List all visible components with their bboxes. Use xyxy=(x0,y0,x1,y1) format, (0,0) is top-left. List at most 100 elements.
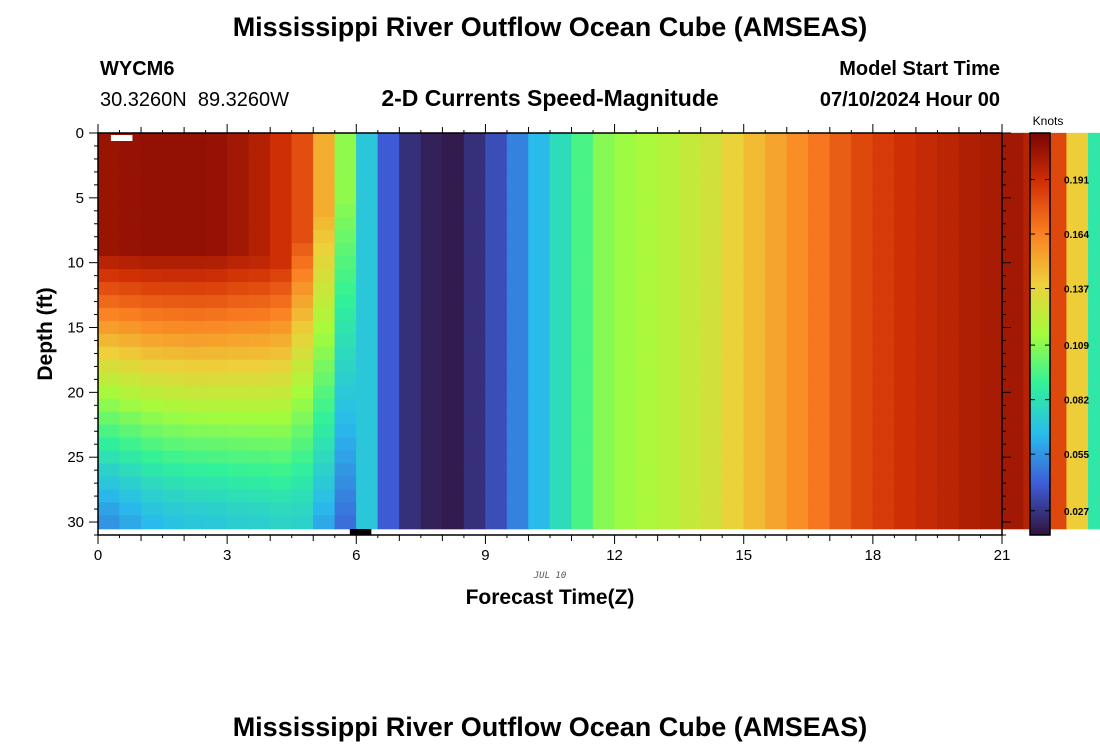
heatmap-cell xyxy=(1087,515,1100,530)
heatmap-cell xyxy=(162,333,185,348)
heatmap-cell xyxy=(356,139,379,154)
heatmap-cell xyxy=(399,165,422,180)
heatmap-cell xyxy=(743,204,766,219)
heatmap-cell xyxy=(592,243,616,257)
heatmap-cell xyxy=(119,152,142,167)
heatmap-cell xyxy=(700,346,723,361)
heatmap-cell xyxy=(549,385,573,400)
heatmap-cell xyxy=(485,281,508,296)
heatmap-cell xyxy=(140,320,164,335)
heatmap-cell xyxy=(226,217,250,232)
heatmap-cell xyxy=(894,515,917,530)
heatmap-cell xyxy=(657,424,680,439)
heatmap-cell xyxy=(399,424,422,439)
heatmap-cell xyxy=(937,307,960,322)
heatmap-cell xyxy=(592,372,616,387)
heatmap-cell xyxy=(1066,463,1089,478)
heatmap-cell xyxy=(808,437,831,452)
heatmap-cell xyxy=(872,230,896,244)
heatmap-cell xyxy=(226,165,250,180)
heatmap-cell xyxy=(657,320,680,335)
heatmap-cell xyxy=(420,152,444,167)
heatmap-cell xyxy=(915,320,939,335)
heatmap-cell xyxy=(377,178,401,193)
heatmap-cell xyxy=(399,411,422,426)
heatmap-cell xyxy=(377,359,401,374)
heatmap-cell xyxy=(872,450,896,465)
heatmap-cell xyxy=(291,320,314,335)
heatmap-cell xyxy=(657,269,680,283)
heatmap-cell xyxy=(506,307,530,322)
heatmap-cell xyxy=(549,294,573,309)
heatmap-cell xyxy=(657,139,680,154)
heatmap-cell xyxy=(700,372,723,387)
heatmap-cell xyxy=(657,463,680,478)
heatmap-cell xyxy=(162,243,185,257)
heatmap-cell xyxy=(786,411,810,426)
heatmap-cell xyxy=(506,372,530,387)
heatmap-cell xyxy=(528,178,551,193)
heatmap-cell xyxy=(248,139,271,154)
heatmap-cell xyxy=(894,437,917,452)
heatmap-cell xyxy=(635,372,659,387)
x-tick-label: 12 xyxy=(606,547,623,564)
heatmap-cell xyxy=(937,476,960,491)
heatmap-cell xyxy=(765,191,788,206)
heatmap-cell xyxy=(506,502,530,517)
heatmap-cell xyxy=(356,132,379,141)
heatmap-cell xyxy=(722,204,745,219)
heatmap-cell xyxy=(829,178,853,193)
heatmap-cell xyxy=(377,243,401,257)
surface-marker xyxy=(110,135,133,141)
heatmap-cell xyxy=(808,424,831,439)
heatmap-cell xyxy=(183,139,207,154)
heatmap-cell xyxy=(162,424,185,439)
heatmap-cell xyxy=(205,424,228,439)
heatmap-cell xyxy=(592,450,616,465)
heatmap-cell xyxy=(528,165,551,180)
heatmap-cell xyxy=(614,152,637,167)
heatmap-cell xyxy=(334,165,358,180)
heatmap-cell xyxy=(162,256,185,270)
heatmap-cell xyxy=(786,346,810,361)
heatmap-cell xyxy=(226,178,250,193)
heatmap-cell xyxy=(592,139,616,154)
heatmap-cell xyxy=(678,476,702,491)
heatmap-cell xyxy=(291,333,314,348)
heatmap-cell xyxy=(463,152,487,167)
heatmap-cell xyxy=(356,411,379,426)
heatmap-cell xyxy=(140,204,164,219)
heatmap-cell xyxy=(657,132,680,141)
heatmap-cell xyxy=(743,178,766,193)
heatmap-cell xyxy=(592,165,616,180)
heatmap-cell xyxy=(937,152,960,167)
heatmap-cell xyxy=(162,217,185,232)
heatmap-cell xyxy=(399,281,422,296)
heatmap-cell xyxy=(872,437,896,452)
heatmap-cell xyxy=(506,191,530,206)
heatmap-cell xyxy=(97,320,121,335)
heatmap-cell xyxy=(786,256,810,270)
heatmap-cell xyxy=(485,463,508,478)
heatmap-cell xyxy=(420,372,444,387)
heatmap-cell xyxy=(291,132,314,141)
heatmap-cell xyxy=(592,191,616,206)
heatmap-cell xyxy=(937,489,960,504)
heatmap-cell xyxy=(700,139,723,154)
heatmap-cell xyxy=(313,178,336,193)
heatmap-cell xyxy=(700,333,723,348)
heatmap-cell xyxy=(678,437,702,452)
heatmap-cell xyxy=(162,372,185,387)
heatmap-cell xyxy=(786,165,810,180)
heatmap-cell xyxy=(399,152,422,167)
heatmap-cell xyxy=(894,346,917,361)
heatmap-cell xyxy=(915,333,939,348)
heatmap-cell xyxy=(119,450,142,465)
heatmap-cell xyxy=(205,346,228,361)
heatmap-cell xyxy=(506,424,530,439)
heatmap-cell xyxy=(162,398,185,413)
heatmap-cell xyxy=(829,450,853,465)
station-coordinates: 30.3260N 89.3260W xyxy=(100,89,289,111)
heatmap-cell xyxy=(958,515,982,530)
heatmap-cell xyxy=(97,294,121,309)
